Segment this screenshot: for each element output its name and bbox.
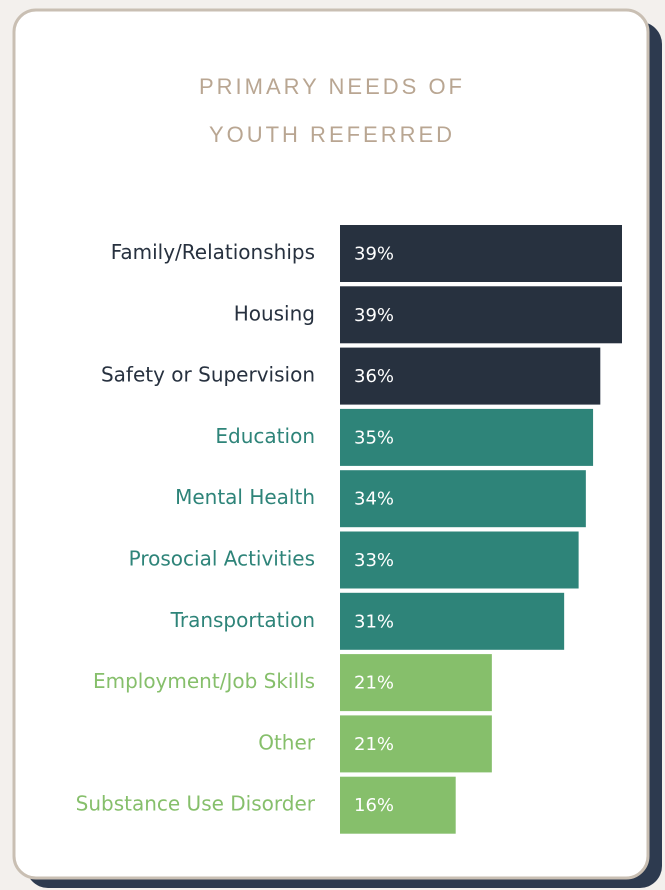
category-label: Family/Relationships (111, 240, 315, 264)
bar (340, 286, 622, 344)
value-label: 31% (354, 611, 394, 632)
value-label: 34% (354, 489, 394, 510)
category-label: Safety or Supervision (101, 363, 315, 387)
category-label: Employment/Job Skills (93, 669, 315, 693)
category-label: Prosocial Activities (129, 547, 315, 571)
value-label: 21% (354, 673, 394, 694)
value-label: 16% (354, 795, 394, 816)
bar (340, 654, 492, 712)
value-label: 21% (354, 734, 394, 755)
category-label: Education (215, 424, 315, 448)
bar (340, 225, 622, 282)
category-label: Housing (234, 301, 315, 325)
category-label: Mental Health (175, 485, 315, 509)
value-label: 39% (354, 305, 394, 326)
bar (340, 347, 601, 405)
category-label: Other (258, 730, 316, 754)
bar (340, 470, 586, 528)
chart-title: YOUTH REFERRED (209, 122, 455, 147)
bar (340, 531, 579, 589)
value-label: 33% (354, 550, 394, 571)
chart-title: PRIMARY NEEDS OF (199, 74, 465, 99)
bar (340, 592, 565, 650)
category-label: Transportation (170, 608, 315, 632)
value-label: 39% (354, 244, 394, 265)
value-label: 36% (354, 366, 394, 387)
category-label: Substance Use Disorder (76, 792, 316, 816)
bar (340, 715, 492, 773)
bar (340, 408, 594, 466)
bar (340, 776, 456, 834)
value-label: 35% (354, 427, 394, 448)
